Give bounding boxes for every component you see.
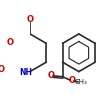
Text: O: O <box>69 76 76 85</box>
Text: O: O <box>7 38 14 47</box>
Text: NH: NH <box>19 68 32 77</box>
Text: O: O <box>26 15 33 24</box>
Text: CH₃: CH₃ <box>75 79 87 85</box>
Text: O: O <box>48 71 55 80</box>
Text: O: O <box>0 65 5 74</box>
